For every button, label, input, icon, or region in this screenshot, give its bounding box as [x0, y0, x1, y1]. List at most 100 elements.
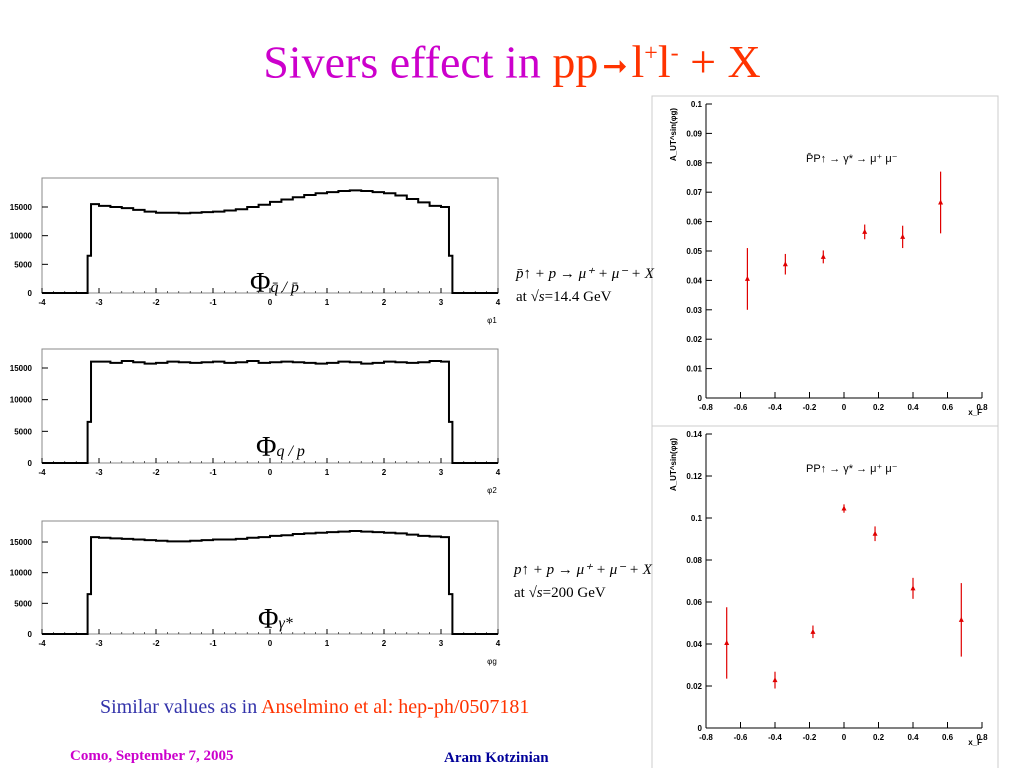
title-l1: l	[631, 36, 645, 88]
slide-title: Sivers effect in pp ➞l+l- + X	[0, 26, 1024, 95]
data-point	[810, 628, 816, 634]
x-tick-label: 3	[439, 298, 444, 307]
phi-sub: q̄ / p̄	[270, 279, 299, 296]
formula-top: p̄↑ + p → μ⁺ + μ⁻ + X at √s=14.4 GeV	[516, 264, 654, 306]
scatter-y-tick-label: 0.06	[686, 218, 702, 227]
scatter-y-tick-label: 0.01	[686, 365, 702, 374]
data-point	[872, 530, 878, 536]
reference-note-prefix: Similar values as in	[100, 696, 262, 718]
formula-top-reaction: p̄↑ + p → μ⁺ + μ⁻ + X	[516, 266, 654, 282]
scatter-plot-1: -0.8 -0.6 -0.4 -0.2 0 0.2 0.4 0.6 0.8 0 0.01 0.02 0.…	[651, 95, 999, 441]
footer-author: Aram Kotzinian	[444, 750, 549, 766]
scatter-panel-background	[651, 425, 999, 768]
footer-date: Como, September 7, 2005	[70, 748, 234, 764]
scatter-y-tick-label: 0.05	[686, 247, 702, 256]
x-tick-label: 2	[382, 639, 387, 648]
phi-symbol: Φ	[250, 268, 271, 299]
scatter-y-label: A_UT^sin(φg)	[669, 438, 678, 491]
scatter-y-tick-label: 0.04	[686, 276, 702, 285]
x-tick-label: -4	[38, 639, 46, 648]
x-tick-label: 0	[268, 468, 273, 477]
scatter-x-tick-label: -0.8	[699, 403, 713, 412]
phi-symbol: Φ	[256, 432, 277, 463]
y-tick-label: 0	[28, 289, 33, 298]
y-tick-label: 0	[28, 459, 33, 468]
histogram-axis-label: φ2	[487, 486, 497, 495]
y-tick-label: 5000	[14, 260, 32, 269]
data-point	[744, 275, 750, 281]
scatter-y-tick-label: 0.12	[686, 472, 702, 481]
y-tick-label: 10000	[10, 232, 33, 241]
reference-note-citation: Anselmino et al: hep-ph/0507181	[261, 696, 530, 718]
scatter-y-tick-label: 0.02	[686, 682, 702, 691]
scatter-y-tick-label: 0.07	[686, 188, 702, 197]
phi-symbol: Φ	[258, 604, 279, 635]
title-plus: +	[644, 41, 658, 67]
y-tick-label: 5000	[14, 599, 32, 608]
x-tick-label: 1	[325, 639, 330, 648]
x-tick-label: 2	[382, 298, 387, 307]
data-point	[910, 585, 916, 591]
scatter-y-tick-label: 0.1	[691, 100, 703, 109]
data-point	[724, 639, 730, 645]
title-l2: l	[657, 36, 671, 88]
histogram-axis-label: φg	[487, 657, 497, 666]
title-part2: pp	[552, 36, 599, 88]
scatter-y-tick-label: 0.1	[691, 514, 703, 523]
x-tick-label: -4	[38, 298, 46, 307]
scatter-x-tick-label: 0.8	[976, 403, 988, 412]
data-point	[862, 228, 868, 234]
scatter-y-tick-label: 0.09	[686, 129, 702, 138]
y-tick-label: 15000	[10, 364, 33, 373]
y-tick-label: 15000	[10, 203, 33, 212]
x-tick-label: -2	[152, 639, 160, 648]
histogram-panel-2: -4 -3 -2 -1 0 1 2 3 4 0 5000 10000 15000 φ2	[10, 348, 501, 495]
scatter-y-tick-label: 0	[698, 394, 703, 403]
phi-sub: γ*	[278, 615, 293, 632]
x-tick-label: -3	[95, 468, 103, 477]
x-tick-label: 3	[439, 468, 444, 477]
x-tick-label: 1	[325, 298, 330, 307]
scatter-x-tick-label: 0.4	[907, 733, 919, 742]
phi-label-qbar-pbar: Φq̄ / p̄	[250, 268, 299, 300]
scatter-x-label: x_F	[968, 408, 982, 417]
scatter-x-tick-label: 0.6	[942, 733, 954, 742]
scatter-y-tick-label: 0.04	[686, 640, 702, 649]
x-tick-label: -1	[209, 639, 217, 648]
x-tick-label: -1	[209, 298, 217, 307]
x-tick-label: 1	[325, 468, 330, 477]
scatter-x-tick-label: -0.4	[768, 733, 782, 742]
title-minus: -	[670, 41, 679, 67]
x-tick-label: -3	[95, 639, 103, 648]
scatter-x-tick-label: 0.6	[942, 403, 954, 412]
x-tick-label: 4	[496, 468, 501, 477]
scatter-bottom-process: PP↑ → γ* → μ⁺ μ⁻	[806, 463, 898, 475]
scatter-y-tick-label: 0	[698, 724, 703, 733]
title-part1: Sivers effect in	[263, 36, 553, 88]
data-point	[782, 261, 788, 267]
phi-sub: q / p	[276, 443, 305, 460]
phi-label-gamma: Φγ*	[258, 604, 293, 636]
x-tick-label: 4	[496, 298, 501, 307]
scatter-y-tick-label: 0.08	[686, 159, 702, 168]
data-point	[772, 677, 778, 683]
scatter-y-tick-label: 0.03	[686, 306, 702, 315]
scatter-x-tick-label: 0.2	[873, 733, 885, 742]
data-point	[958, 616, 964, 622]
x-tick-label: -4	[38, 468, 46, 477]
scatter-x-tick-label: 0	[842, 733, 847, 742]
y-tick-label: 10000	[10, 396, 33, 405]
phi-label-q-p: Φq / p	[256, 432, 305, 464]
scatter-panel-background	[651, 95, 999, 441]
scatter-y-tick-label: 0.06	[686, 598, 702, 607]
scatter-x-tick-label: 0.4	[907, 403, 919, 412]
title-tail: + X	[678, 36, 761, 88]
scatter-x-tick-label: -0.8	[699, 733, 713, 742]
scatter-plot-2: -0.8 -0.6 -0.4 -0.2 0 0.2 0.4 0.6 0.8 0 0.02 0.04 0.…	[651, 425, 999, 768]
x-tick-label: 4	[496, 639, 501, 648]
scatter-x-tick-label: -0.6	[734, 403, 748, 412]
formula-bottom-energy: at √s=200 GeV	[514, 585, 606, 601]
formula-top-energy: at √s=14.4 GeV	[516, 289, 612, 305]
